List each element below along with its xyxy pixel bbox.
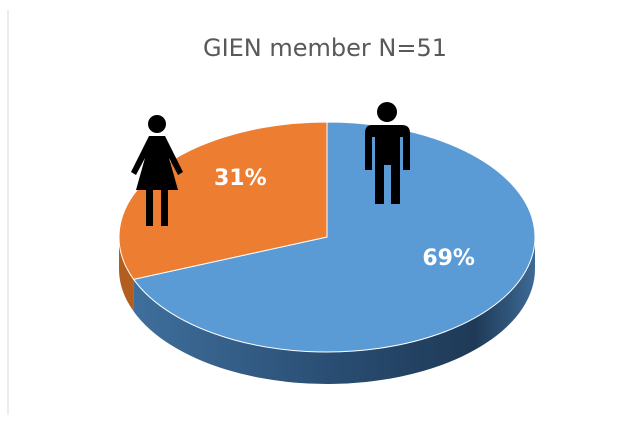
value-label: 69% bbox=[422, 246, 475, 271]
slice bbox=[132, 121, 536, 353]
value-label: 31% bbox=[214, 166, 267, 191]
chart-title: GIEN member N=51 bbox=[203, 34, 447, 62]
slice-side bbox=[133, 237, 535, 385]
pie bbox=[118, 121, 536, 385]
slice-side bbox=[119, 237, 134, 312]
man-icon bbox=[365, 102, 410, 204]
woman-icon bbox=[131, 115, 183, 226]
